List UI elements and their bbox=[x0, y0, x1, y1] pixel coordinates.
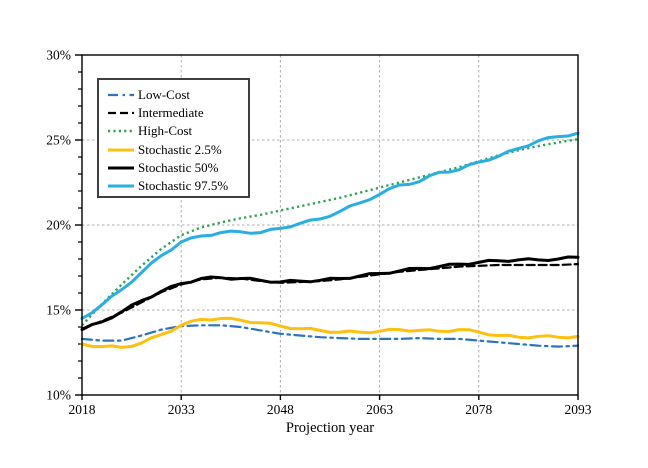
y-tick-label: 15% bbox=[46, 303, 71, 318]
x-tick-label: 2018 bbox=[69, 402, 96, 417]
series-line-stochastic-2-5- bbox=[80, 316, 580, 349]
legend-key-icon bbox=[108, 141, 134, 159]
legend-item-stochastic-97-5-: Stochastic 97.5% bbox=[108, 177, 248, 195]
legend-key-icon bbox=[108, 104, 134, 122]
x-tick-label: 2033 bbox=[168, 402, 195, 417]
y-tick-label: 30% bbox=[46, 48, 71, 63]
y-tick-label: 25% bbox=[46, 133, 71, 148]
y-tick-label: 10% bbox=[46, 388, 71, 403]
legend-key-icon bbox=[108, 86, 134, 104]
legend-label: High-Cost bbox=[138, 123, 193, 139]
legend-key-icon bbox=[108, 159, 134, 177]
legend-item-high-cost: High-Cost bbox=[108, 122, 248, 140]
legend-item-stochastic-50-: Stochastic 50% bbox=[108, 159, 248, 177]
series-line-stochastic-97-5- bbox=[80, 131, 580, 320]
series-line-stochastic-50- bbox=[80, 255, 580, 332]
legend-label: Low-Cost bbox=[138, 87, 190, 103]
legend-label: Stochastic 50% bbox=[138, 159, 219, 175]
legend-item-intermediate: Intermediate bbox=[108, 104, 248, 122]
series-line-low-cost bbox=[80, 324, 580, 348]
series-line-intermediate bbox=[80, 263, 580, 330]
x-axis-title: Projection year bbox=[285, 420, 375, 436]
legend-item-low-cost: Low-Cost bbox=[108, 86, 248, 104]
legend-key-icon bbox=[108, 122, 134, 140]
x-tick-label: 2093 bbox=[565, 402, 592, 417]
x-tick-label: 2078 bbox=[465, 402, 492, 417]
legend-label: Stochastic 97.5% bbox=[138, 178, 229, 194]
x-tick-label: 2063 bbox=[366, 402, 393, 417]
legend-label: Intermediate bbox=[138, 105, 204, 121]
legend-item-stochastic-2-5-: Stochastic 2.5% bbox=[108, 141, 248, 159]
series-line-high-cost bbox=[81, 138, 579, 327]
legend-key-icon bbox=[108, 177, 134, 195]
legend: Low-Cost Intermediate High-Cost Stochastic … bbox=[97, 78, 250, 198]
x-tick-label: 2048 bbox=[267, 402, 294, 417]
y-tick-label: 20% bbox=[46, 218, 71, 233]
plot-frame bbox=[81, 54, 579, 396]
legend-label: Stochastic 2.5% bbox=[138, 141, 222, 157]
